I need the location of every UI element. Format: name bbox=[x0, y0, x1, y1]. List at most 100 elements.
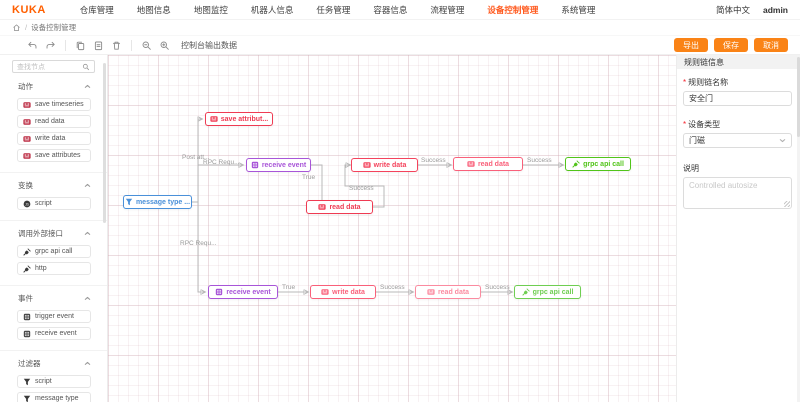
section-title: 变换 bbox=[18, 181, 33, 190]
editor-toolbar: 控制台输出数据 导出 保存 取消 bbox=[0, 36, 800, 54]
nav-item-container[interactable]: 容器信息 bbox=[373, 4, 408, 15]
section-header[interactable]: 调用外部接口 bbox=[0, 226, 107, 241]
edge-label: Post att... bbox=[182, 154, 210, 161]
chevron-up-icon bbox=[84, 84, 91, 88]
chevron-down-icon bbox=[779, 139, 786, 143]
chevron-up-icon bbox=[84, 231, 91, 235]
palette-item-http[interactable]: http bbox=[17, 262, 91, 275]
edge-label: Success bbox=[485, 284, 510, 291]
panel-scrollbar[interactable] bbox=[797, 55, 800, 402]
flow-edge bbox=[192, 119, 202, 203]
search-placeholder: 查找节点 bbox=[17, 63, 45, 71]
flow-node-write-data-1[interactable]: write data bbox=[351, 158, 418, 172]
palette-item-save-timeseries[interactable]: save timeseries bbox=[17, 98, 91, 111]
svg-text:JS: JS bbox=[25, 202, 29, 206]
palette-item-receive-event[interactable]: receive event bbox=[17, 327, 91, 340]
node-palette: 查找节点 动作 save timeseries read data write dat… bbox=[0, 55, 108, 402]
toolbar-divider bbox=[131, 39, 132, 51]
breadcrumb-current: 设备控制管理 bbox=[31, 23, 77, 32]
flow-edges bbox=[192, 55, 674, 402]
breadcrumb-separator: / bbox=[25, 23, 28, 32]
nav-item-map-info[interactable]: 地图信息 bbox=[136, 4, 171, 15]
export-button[interactable]: 导出 bbox=[674, 38, 708, 52]
edge-label: Success bbox=[421, 157, 446, 164]
flow-node-grpc-api-call-1[interactable]: grpc api call bbox=[565, 157, 631, 171]
section-title: 过滤器 bbox=[18, 359, 41, 368]
nav-item-robot-info[interactable]: 机器人信息 bbox=[250, 4, 294, 15]
nav-item-task[interactable]: 任务管理 bbox=[316, 4, 351, 15]
palette-item-message-type[interactable]: message type bbox=[17, 392, 91, 402]
palette-item-save-attributes[interactable]: save attributes bbox=[17, 149, 91, 162]
flow-node-message-type[interactable]: message type ... bbox=[123, 195, 192, 209]
nav-item-process[interactable]: 流程管理 bbox=[430, 4, 465, 15]
cancel-button[interactable]: 取消 bbox=[754, 38, 788, 52]
edge-label: RPC Requ... bbox=[180, 240, 217, 247]
nav-item-device-control[interactable]: 设备控制管理 bbox=[487, 4, 539, 15]
flow-edge bbox=[197, 202, 205, 292]
nav-item-map-monitor[interactable]: 地图监控 bbox=[193, 4, 228, 15]
chevron-up-icon bbox=[84, 361, 91, 365]
main-area: 查找节点 动作 save timeseries read data write dat… bbox=[0, 54, 800, 402]
section-header[interactable]: 变换 bbox=[0, 178, 107, 193]
edge-label: RPC Requ... bbox=[203, 159, 240, 166]
home-icon[interactable] bbox=[12, 23, 21, 32]
palette-section-2: 调用外部接口 grpc api call http bbox=[0, 220, 107, 282]
nav-item-warehouse[interactable]: 仓库管理 bbox=[79, 4, 114, 15]
edge-label: Success bbox=[380, 284, 405, 291]
breadcrumb: / 设备控制管理 bbox=[0, 20, 800, 36]
chevron-up-icon bbox=[84, 183, 91, 187]
redo-icon[interactable] bbox=[44, 39, 57, 52]
canvas-title: 控制台输出数据 bbox=[181, 40, 237, 50]
description-textarea[interactable]: Controlled autosize bbox=[683, 177, 792, 209]
copy-icon[interactable] bbox=[74, 39, 87, 52]
palette-item-script[interactable]: JS script bbox=[17, 197, 91, 210]
section-header[interactable]: 动作 bbox=[0, 79, 107, 94]
user-menu[interactable]: admin bbox=[762, 4, 788, 15]
zoom-in-icon[interactable] bbox=[158, 39, 171, 52]
sidebar-scrollbar[interactable] bbox=[103, 63, 106, 223]
kuka-logo: KUKA bbox=[12, 3, 46, 16]
panel-title: 规则链信息 bbox=[677, 55, 800, 69]
flow-node-read-data-2[interactable]: read data bbox=[415, 285, 481, 299]
edge-label: True bbox=[282, 284, 296, 291]
palette-item-script[interactable]: script bbox=[17, 375, 91, 388]
flow-node-receive-event-2[interactable]: receive event bbox=[208, 285, 278, 299]
section-header[interactable]: 事件 bbox=[0, 291, 107, 306]
flow-node-read-data-mid[interactable]: read data bbox=[306, 200, 373, 214]
nav-menu: 仓库管理 地图信息 地图监控 机器人信息 任务管理 容器信息 流程管理 设备控制管理 系统管理 bbox=[80, 4, 596, 16]
flow-edge bbox=[344, 165, 385, 208]
section-header[interactable]: 过滤器 bbox=[0, 356, 107, 371]
flow-canvas[interactable]: Post att... RPC Requ... RPC Requ... True Suc… bbox=[108, 55, 676, 402]
section-title: 事件 bbox=[18, 294, 33, 303]
device-type-select[interactable]: 门磁 bbox=[683, 133, 792, 148]
action-buttons: 导出 保存 取消 bbox=[674, 38, 790, 52]
section-title: 动作 bbox=[18, 82, 33, 91]
palette-item-grpc-api-call[interactable]: grpc api call bbox=[17, 245, 91, 258]
palette-section-1: 变换 JS script bbox=[0, 172, 107, 217]
flow-node-read-data-1[interactable]: read data bbox=[453, 157, 523, 171]
language-switcher[interactable]: 简体中文 bbox=[715, 4, 750, 15]
nav-item-system[interactable]: 系统管理 bbox=[561, 4, 596, 15]
flow-node-write-data-2[interactable]: write data bbox=[310, 285, 376, 299]
rule-chain-name-input[interactable]: 安全门 bbox=[683, 91, 792, 106]
palette-section-3: 事件 trigger event receive event bbox=[0, 285, 107, 347]
search-input[interactable]: 查找节点 bbox=[12, 60, 95, 73]
edge-label: Success bbox=[349, 185, 374, 192]
delete-icon[interactable] bbox=[110, 39, 123, 52]
palette-item-write-data[interactable]: write data bbox=[17, 132, 91, 145]
flow-node-save-attributes[interactable]: save attribut... bbox=[205, 112, 273, 126]
device-type-label: * 设备类型 bbox=[683, 120, 721, 129]
save-button[interactable]: 保存 bbox=[714, 38, 748, 52]
zoom-out-icon[interactable] bbox=[140, 39, 153, 52]
edge-label: True bbox=[302, 174, 316, 181]
toolbar-divider bbox=[65, 39, 66, 51]
description-label: 说明 bbox=[683, 164, 699, 173]
palette-item-read-data[interactable]: read data bbox=[17, 115, 91, 128]
flow-node-grpc-api-call-2[interactable]: grpc api call bbox=[514, 285, 581, 299]
chevron-up-icon bbox=[84, 296, 91, 300]
paste-icon[interactable] bbox=[92, 39, 105, 52]
flow-node-receive-event-1[interactable]: receive event bbox=[246, 158, 311, 172]
undo-icon[interactable] bbox=[26, 39, 39, 52]
palette-item-trigger-event[interactable]: trigger event bbox=[17, 310, 91, 323]
